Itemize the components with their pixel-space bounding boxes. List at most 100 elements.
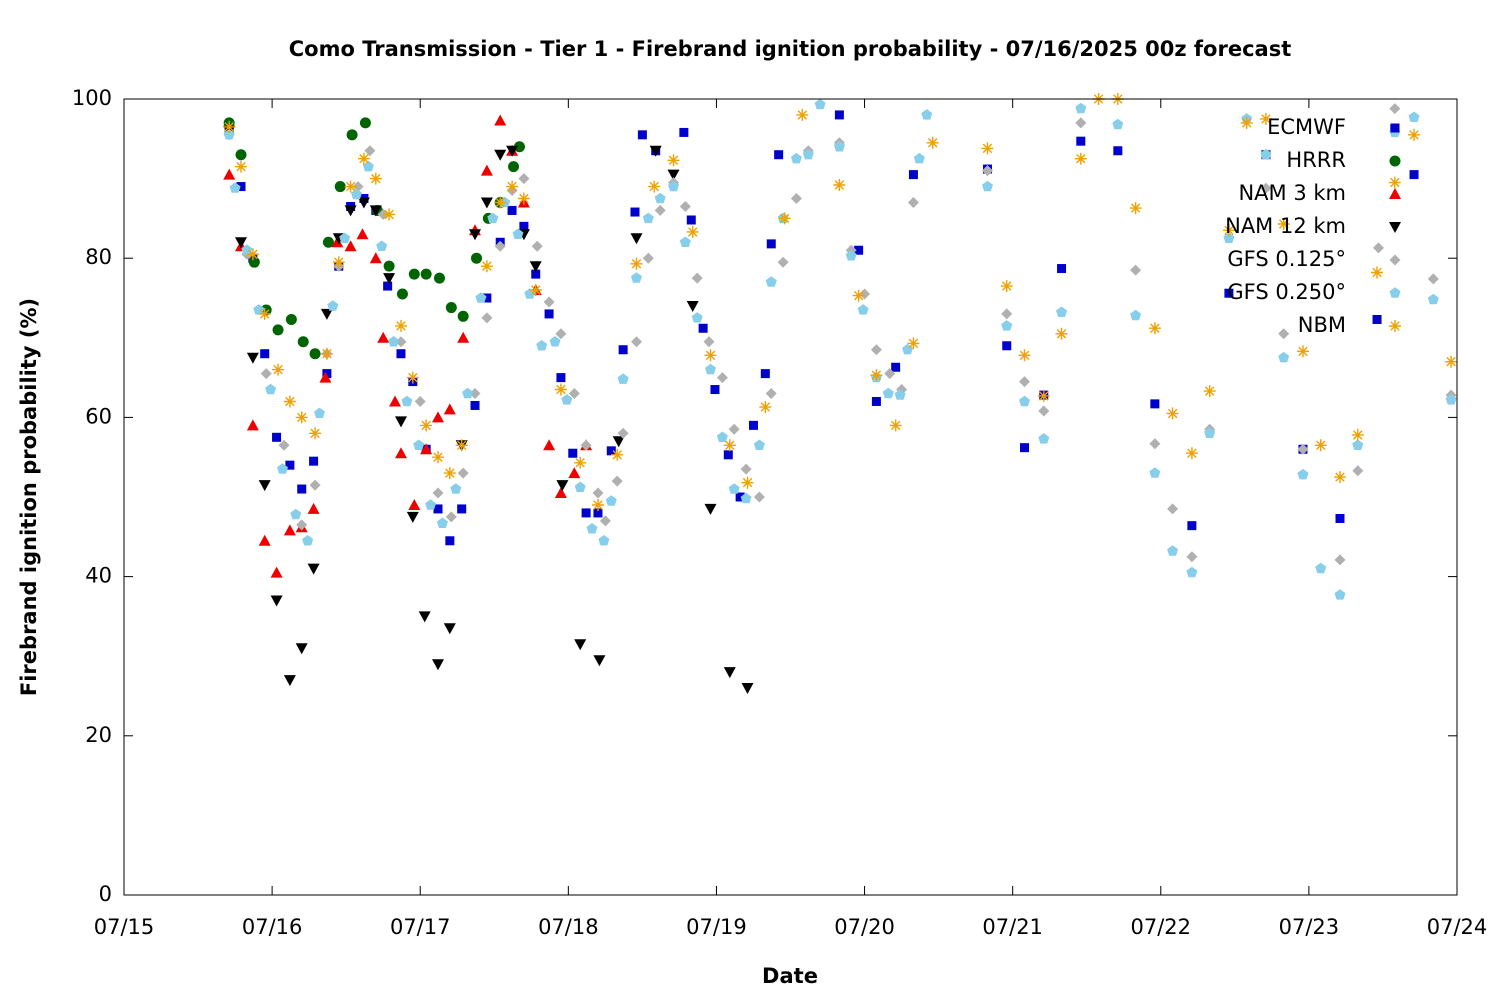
- data-point: [524, 288, 536, 299]
- data-point: [258, 307, 271, 320]
- data-point: [1278, 351, 1290, 363]
- data-point: [593, 508, 603, 518]
- data-point: [296, 519, 308, 531]
- data-point: [598, 535, 610, 546]
- data-point: [420, 268, 432, 280]
- data-point: [796, 108, 809, 121]
- data-point: [248, 256, 260, 268]
- data-point: [283, 675, 296, 687]
- data-point: [246, 419, 259, 431]
- data-point: [618, 345, 628, 355]
- data-point: [574, 456, 587, 469]
- data-point: [748, 420, 758, 430]
- legend-marker: [1389, 254, 1401, 266]
- data-point: [395, 336, 407, 348]
- data-point: [753, 439, 765, 450]
- data-point: [679, 127, 689, 137]
- data-point: [1334, 554, 1346, 566]
- data-point: [568, 388, 580, 399]
- x-tick-label: 07/16: [242, 915, 303, 939]
- data-point: [766, 239, 776, 249]
- data-point: [494, 114, 507, 126]
- data-point: [513, 141, 525, 153]
- data-point: [642, 212, 654, 224]
- data-point: [344, 180, 357, 193]
- data-point: [710, 385, 720, 395]
- data-point: [728, 423, 740, 435]
- data-point: [871, 396, 881, 406]
- data-point: [891, 362, 901, 372]
- data-point: [295, 411, 308, 424]
- data-point: [519, 221, 529, 231]
- data-point: [457, 504, 467, 514]
- data-point: [728, 483, 740, 494]
- data-point: [1076, 136, 1086, 146]
- data-point: [364, 145, 376, 157]
- data-point: [686, 215, 696, 225]
- data-point: [383, 281, 393, 291]
- y-tick-label: 100: [72, 86, 112, 110]
- data-point: [1351, 428, 1364, 441]
- data-point: [704, 349, 717, 362]
- data-point: [606, 446, 616, 456]
- data-point: [1037, 389, 1050, 402]
- data-point: [480, 164, 493, 176]
- data-point: [377, 331, 390, 343]
- data-point: [272, 363, 284, 376]
- data-point: [1186, 566, 1198, 578]
- data-point: [1149, 438, 1161, 450]
- data-point: [1223, 232, 1235, 243]
- x-tick-label: 07/18: [538, 915, 599, 939]
- data-point: [320, 308, 333, 320]
- data-point: [395, 416, 407, 428]
- data-point: [555, 328, 567, 340]
- data-point: [339, 232, 351, 243]
- data-point: [432, 659, 444, 671]
- data-point: [667, 169, 680, 181]
- data-point: [331, 236, 344, 248]
- data-point: [1445, 394, 1457, 405]
- data-point: [494, 196, 507, 209]
- data-point: [1075, 102, 1087, 114]
- data-point: [1373, 242, 1384, 254]
- data-point: [395, 319, 407, 332]
- data-point: [480, 197, 493, 209]
- data-point: [346, 129, 358, 141]
- data-point: [482, 293, 492, 303]
- data-point: [396, 288, 408, 300]
- data-point: [223, 129, 235, 140]
- data-point: [926, 136, 939, 149]
- data-point: [433, 272, 445, 284]
- data-point: [913, 152, 925, 164]
- data-point: [556, 480, 569, 492]
- data-point: [290, 508, 302, 520]
- data-point: [580, 439, 592, 451]
- data-point: [1018, 349, 1031, 362]
- data-point: [778, 212, 791, 225]
- data-point: [686, 301, 699, 312]
- data-point: [630, 257, 643, 270]
- data-point: [1130, 309, 1142, 321]
- data-point: [574, 481, 586, 493]
- plot-frame: [123, 98, 1458, 896]
- data-point: [1260, 182, 1272, 194]
- data-point: [1150, 399, 1160, 409]
- data-point: [462, 387, 474, 399]
- data-point: [889, 419, 902, 432]
- data-point: [593, 655, 606, 667]
- data-point: [362, 160, 374, 172]
- data-point: [356, 228, 369, 240]
- data-point: [1260, 148, 1272, 160]
- data-point: [401, 395, 413, 407]
- data-point: [735, 492, 745, 502]
- legend-label: NBM: [1298, 313, 1346, 337]
- data-point: [1224, 288, 1234, 298]
- data-point: [457, 331, 470, 343]
- legend-marker: [1389, 222, 1401, 233]
- x-tick-label: 07/24: [1427, 915, 1488, 939]
- legend-label: GFS 0.125°: [1227, 247, 1346, 271]
- data-point: [544, 309, 554, 319]
- data-point: [592, 487, 604, 499]
- data-point: [765, 276, 777, 287]
